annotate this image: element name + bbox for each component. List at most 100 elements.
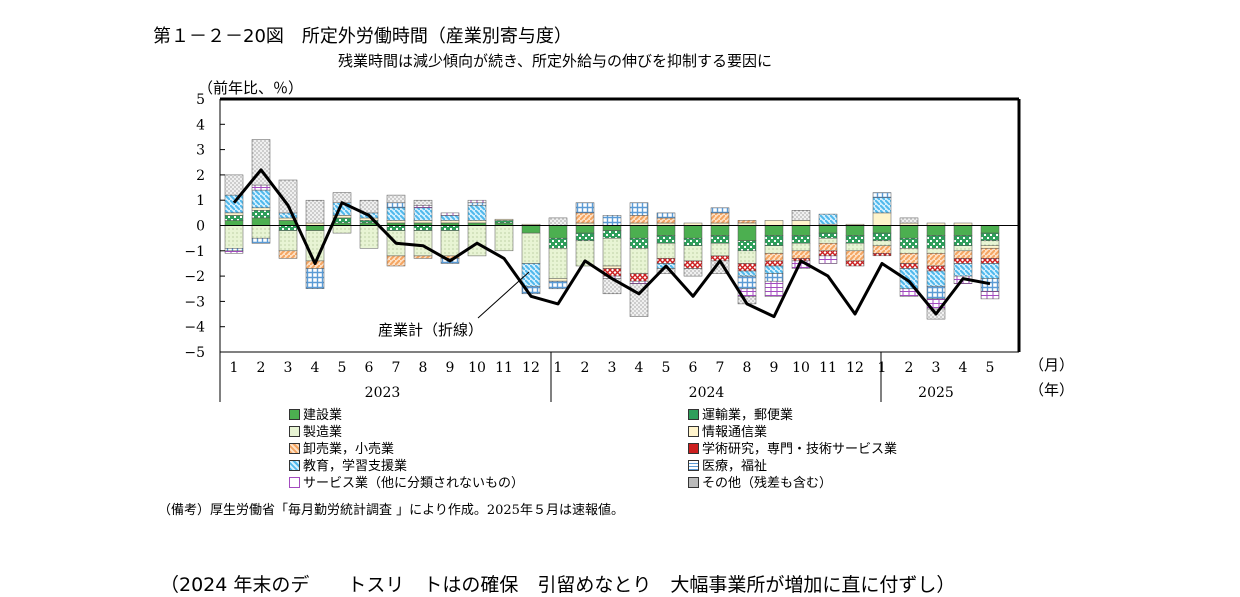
bar-transport [656,235,676,244]
bar-wholesale_retail [818,242,838,252]
legend-swatch-services [289,477,300,488]
bar-services [413,205,433,209]
bar-transport [899,237,919,249]
bar-manufacturing [278,230,298,252]
bar-manufacturing [710,242,730,257]
bar-wholesale_retail [386,255,406,267]
bar-other [413,199,433,206]
legend-label-other: その他（残差も含む） [702,476,833,491]
y-tick-label: 0 [196,219,205,235]
bar-medical [224,248,244,252]
bar-manufacturing [494,225,514,252]
bar-transport [575,232,595,241]
bar-academic [845,260,865,267]
bars-group [224,139,1000,320]
bar-academic [737,263,757,272]
bar-information [548,278,568,282]
bar-medical [602,215,622,226]
legend-label-medical: 医療，福祉 [702,459,768,474]
bar-manufacturing [926,248,946,254]
x-tick-label: 1 [230,360,239,376]
bar-academic [899,263,919,269]
bar-medical [710,207,730,214]
bar-medical [872,192,892,198]
x-tick-label: 5 [662,360,671,376]
y-tick-label: 2 [196,168,205,184]
legend-item-wholesale_retail: 卸売業，小売業 [289,442,394,458]
bar-services [440,212,460,216]
bar-medical [764,273,784,282]
bar-manufacturing [980,240,1000,247]
bar-manufacturing [467,225,487,257]
x-tick-label: 7 [716,360,725,376]
bar-transport [845,235,865,244]
bar-other [656,268,676,274]
x-tick-label: 8 [419,360,428,376]
legend-item-manufacturing: 製造業 [289,425,342,441]
bar-information [251,207,271,211]
x-tick-label: 1 [554,360,563,376]
legend-label-transport: 運輸業，郵便業 [702,408,794,423]
year-label: 2023 [365,385,401,401]
bar-academic [656,258,676,264]
bar-wholesale_retail [764,253,784,262]
bar-transport [386,225,406,231]
bar-education [926,270,946,287]
bar-medical [548,280,568,290]
legend-swatch-construction [289,409,300,420]
line-annotation: 産業計（折線） [378,321,483,339]
bar-transport [791,235,811,244]
bar-wholesale_retail [953,250,973,259]
bar-manufacturing [602,237,622,267]
legend-label-construction: 建設業 [303,408,343,423]
legend-swatch-wholesale_retail [289,443,300,454]
bar-manufacturing [224,225,244,249]
year-axis-unit: （年） [1029,381,1074,399]
x-tick-label: 8 [743,360,752,376]
x-tick-label: 2 [581,360,590,376]
bar-services [224,250,244,254]
bar-manufacturing [575,240,595,267]
bar-education [980,263,1000,279]
total-line [232,168,991,319]
x-tick-label: 10 [468,360,486,376]
x-tick-label: 3 [608,360,617,376]
bar-transport [224,215,244,221]
bar-medical [467,202,487,206]
x-tick-label: 2 [905,360,914,376]
bottom-text: （2024 年末のデ トスリ トはの確保 引留めなとり 大幅事業所が増加に直に付… [160,574,956,596]
bar-medical [737,275,757,289]
bar-construction [224,220,244,226]
bar-transport [494,220,514,224]
bar-manufacturing [899,248,919,254]
bar-transport [926,235,946,249]
bar-medical [305,268,325,289]
x-tick-label: 3 [932,360,941,376]
bar-academic [872,253,892,257]
bar-wholesale_retail [737,220,757,224]
bar-manufacturing [656,242,676,259]
legend-swatch-transport [688,409,699,420]
bar-transport [278,225,298,231]
annotation-leader [477,271,530,319]
bar-education [764,265,784,274]
bar-education [818,213,838,225]
bar-transport [710,235,730,244]
bar-construction [251,217,271,226]
bar-transport [602,230,622,239]
x-tick-label: 5 [338,360,347,376]
y-tick-label: −1 [184,244,205,260]
bar-academic [980,258,1000,264]
bar-information [467,220,487,224]
x-tick-label: 6 [689,360,698,376]
legend-item-transport: 運輸業，郵便業 [688,408,793,424]
bar-medical [575,202,595,214]
bar-education [224,194,244,214]
y-tick-label: −4 [184,320,205,336]
legend-label-wholesale_retail: 卸売業，小売業 [303,442,395,457]
bar-construction [980,225,1000,234]
bar-manufacturing [548,248,568,279]
bar-transport [683,237,703,247]
bar-manufacturing [332,225,352,234]
x-tick-label: 5 [986,360,995,376]
